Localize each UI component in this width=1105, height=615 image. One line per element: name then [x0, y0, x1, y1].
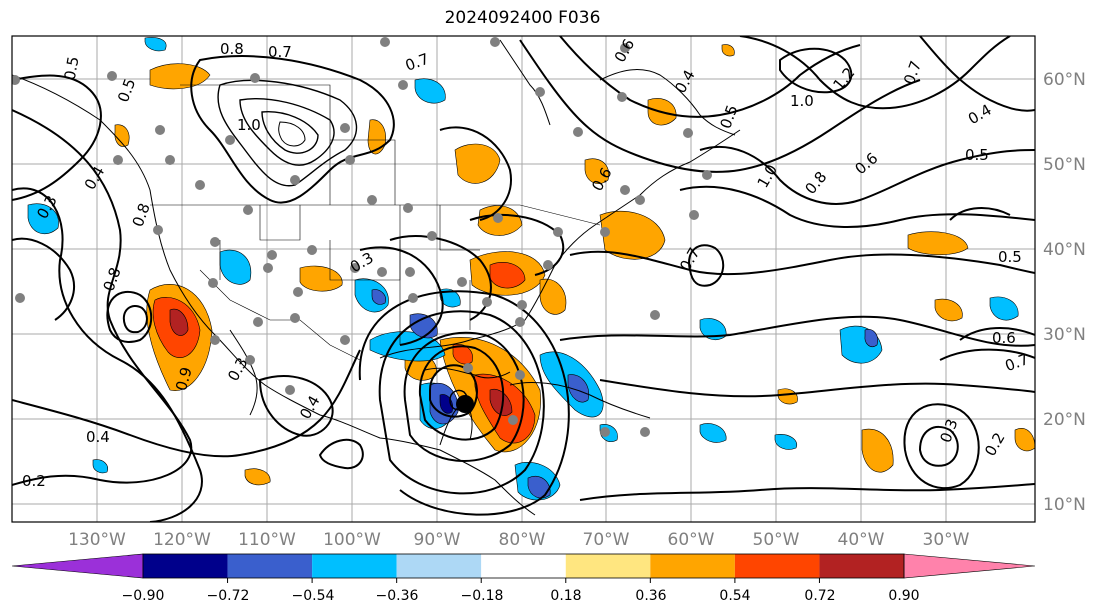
colorbar-segment	[396, 554, 482, 578]
contour-label: 0.5	[965, 146, 989, 164]
colorbar-tick-label: 0.72	[804, 588, 835, 604]
colorbar-outline	[142, 553, 905, 579]
lat-label: 20°N	[1043, 410, 1086, 430]
lon-label: 60°W	[668, 530, 715, 550]
shade-orange	[539, 278, 567, 315]
shade-blue	[527, 475, 551, 499]
colorbar-tick-label: −0.90	[122, 588, 165, 604]
contour-lines	[12, 36, 1035, 522]
colorbar-tick-label: 0.90	[888, 588, 919, 604]
lon-label: 90°W	[414, 530, 461, 550]
shade-orange	[721, 44, 735, 57]
colorbar-segment	[650, 554, 735, 578]
storm-center-marker	[456, 395, 474, 413]
colorbar-segment	[11, 553, 144, 579]
colorbar-tick-label: 0.36	[635, 588, 666, 604]
shade-lightblue	[369, 331, 446, 362]
lat-labels: 60°N 50°N 40°N 30°N 20°N 10°N	[1043, 70, 1086, 515]
lon-label: 120°W	[153, 530, 211, 550]
contour-label: 0.4	[86, 428, 110, 446]
colorbar-segment	[565, 554, 651, 578]
contour-label: 0.5	[998, 248, 1022, 266]
shade-lightblue	[144, 37, 167, 52]
station-dots	[12, 37, 712, 437]
shade-lightblue	[699, 423, 727, 443]
shade-blue	[567, 374, 590, 403]
lat-label: 50°N	[1043, 155, 1086, 175]
lon-label: 50°W	[753, 530, 800, 550]
contour-label: 0.2	[22, 472, 46, 490]
shade-orange	[114, 124, 130, 147]
colorbar-segment	[734, 554, 820, 578]
contour-label: 0.9	[172, 365, 196, 393]
colorbar-tick-label: −0.18	[461, 588, 504, 604]
colorbar-segment	[903, 553, 1036, 579]
lon-label: 100°W	[323, 530, 381, 550]
shade-orange	[599, 210, 666, 260]
shade-lightblue	[989, 296, 1019, 321]
shade-orange	[584, 158, 610, 184]
lat-label: 40°N	[1043, 240, 1086, 260]
map-title: 2024092400 F036	[444, 8, 601, 28]
contour-label: 0.8	[220, 40, 244, 58]
colorbar-tick-label: −0.72	[207, 588, 250, 604]
colorbar-segment	[481, 554, 566, 578]
shade-orange	[861, 428, 894, 473]
contour-label: 0.5	[61, 55, 83, 82]
shade-redorange	[489, 261, 526, 289]
lon-label: 80°W	[499, 530, 546, 550]
shade-darkred	[489, 388, 513, 416]
lat-label: 30°N	[1043, 325, 1086, 345]
shade-orange	[934, 298, 963, 322]
contour-label: 0.7	[268, 43, 292, 61]
shade-orange	[777, 388, 798, 405]
shade-lightblue	[92, 459, 108, 474]
lon-label: 110°W	[238, 530, 296, 550]
colorbar-tick-label: 0.18	[550, 588, 581, 604]
lon-labels: 130°W 120°W 110°W 100°W 90°W 80°W 70°W 6…	[68, 530, 970, 550]
shade-lightblue	[219, 249, 252, 285]
shade-lightblue	[414, 78, 446, 104]
lat-label: 10°N	[1043, 495, 1086, 515]
contour-label: 0.6	[992, 329, 1016, 347]
shade-orange	[299, 265, 343, 292]
colorbar: −0.90 −0.72 −0.54 −0.36 −0.18 0.18 0.36 …	[11, 553, 1036, 604]
map-frame	[11, 35, 1036, 523]
shade-orange	[907, 231, 969, 256]
shade-lightblue	[27, 203, 59, 235]
contour-label: 1.0	[790, 92, 814, 110]
shade-blue	[371, 289, 386, 305]
coastlines	[12, 39, 741, 516]
lon-label: 40°W	[838, 530, 885, 550]
lat-label: 60°N	[1043, 70, 1086, 90]
colorbar-tick-label: −0.36	[376, 588, 419, 604]
lon-label: 130°W	[68, 530, 126, 550]
contour-label: 1.0	[237, 116, 261, 134]
shade-orange	[454, 143, 501, 184]
colorbar-tick-label: 0.54	[719, 588, 750, 604]
shade-darkred	[169, 308, 189, 336]
colorbar-tick-label: −0.54	[292, 588, 335, 604]
colorbar-segment	[227, 554, 313, 578]
lon-label: 30°W	[923, 530, 970, 550]
lon-label: 70°W	[583, 530, 630, 550]
shade-orange	[244, 468, 271, 486]
shade-blue	[864, 329, 878, 347]
colorbar-segment	[819, 554, 904, 578]
colorbar-segment	[312, 554, 397, 578]
colorbar-segment	[143, 554, 228, 578]
shade-lightblue	[774, 434, 798, 450]
